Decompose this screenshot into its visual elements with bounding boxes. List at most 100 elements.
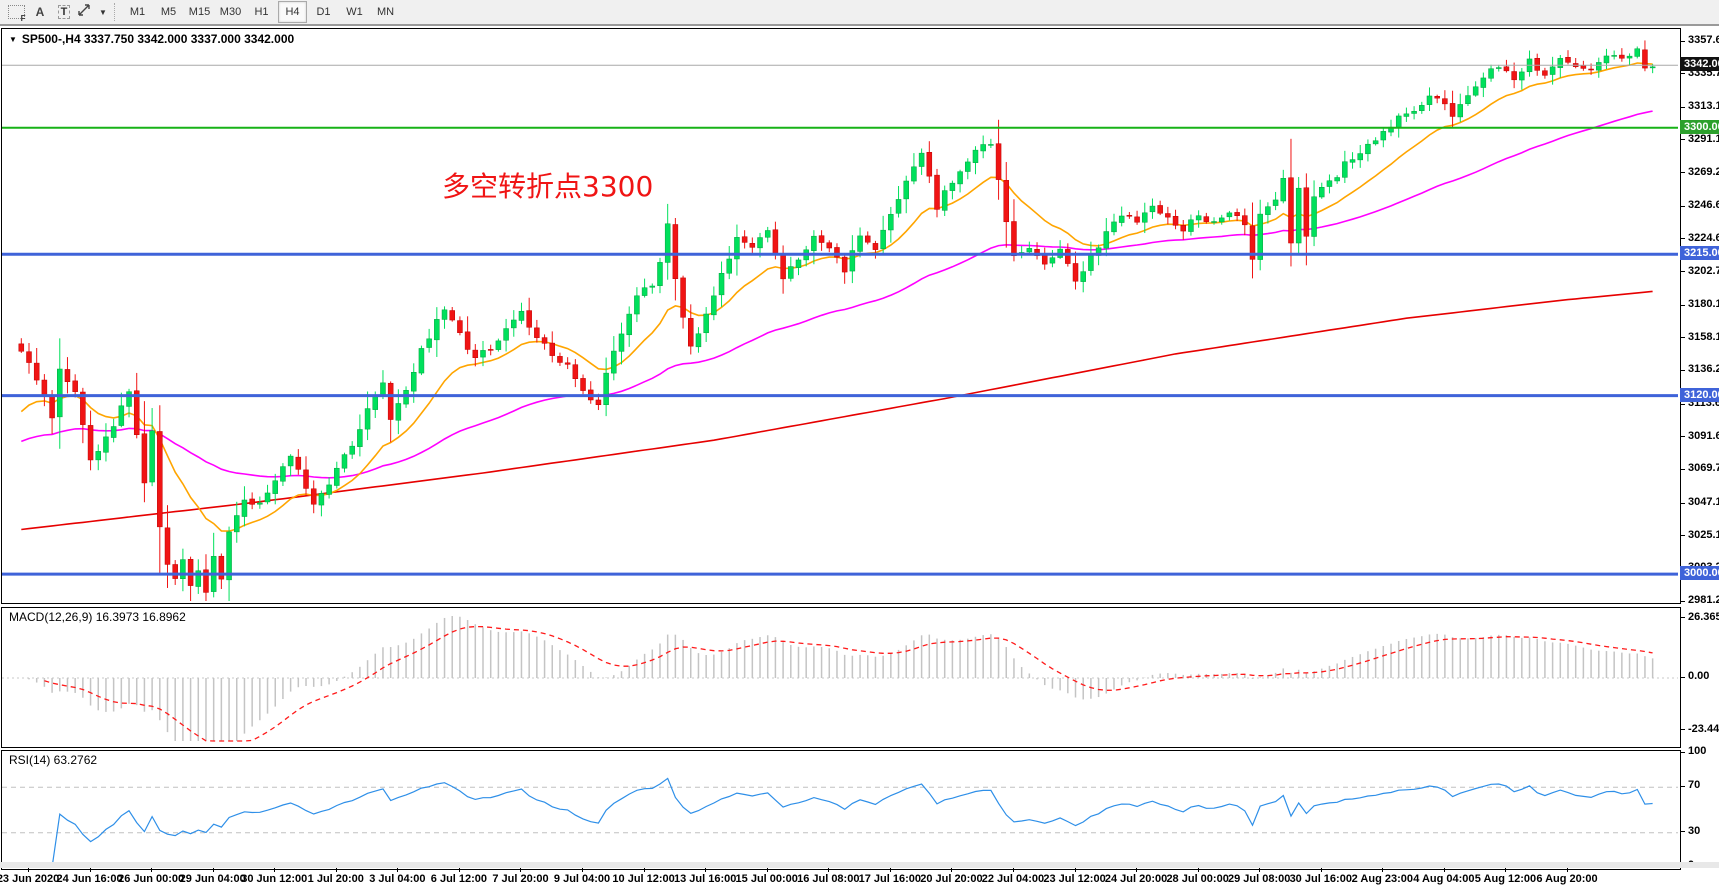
price-axis-tick xyxy=(1680,238,1685,240)
date-axis-tick xyxy=(1505,868,1507,872)
macd-axis-tick xyxy=(1680,617,1685,619)
date-axis-tick xyxy=(828,868,830,872)
price-axis-label: 3269.22 xyxy=(1688,165,1719,178)
text-a-icon[interactable]: A xyxy=(35,5,45,19)
price-axis-label: 3180.11 xyxy=(1688,298,1719,311)
price-chart-canvas[interactable] xyxy=(2,29,1678,601)
price-axis-label: 3291.16 xyxy=(1688,132,1719,145)
date-axis-label: 15 Jul 00:00 xyxy=(735,873,798,885)
date-axis-label: 2 Aug 23:00 xyxy=(1351,873,1413,885)
price-axis-tick xyxy=(1680,535,1685,537)
date-axis-label: 13 Jul 16:00 xyxy=(673,873,737,885)
price-axis-label: 3136.22 xyxy=(1688,363,1719,376)
chart-window: ▼ SP500-,H4 3337.750 3342.000 3337.000 3… xyxy=(0,26,1719,894)
date-axis-tick xyxy=(1012,868,1014,872)
date-axis-label: 28 Jul 00:00 xyxy=(1166,873,1229,885)
timeframe-button-h4[interactable]: H4 xyxy=(278,1,307,23)
timeframe-button-mn[interactable]: MN xyxy=(376,6,395,18)
rsi-axis-label: 100 xyxy=(1688,745,1707,757)
date-axis-tick xyxy=(1074,868,1076,872)
date-axis-label: 9 Jul 04:00 xyxy=(553,873,611,885)
date-axis-label: 23 Jun 2020 xyxy=(0,873,60,885)
date-axis-label: 3 Jul 04:00 xyxy=(369,873,426,885)
price-tag-3342.00: 3342.00 xyxy=(1680,57,1719,72)
date-axis-tick xyxy=(1197,868,1199,872)
date-axis-tick xyxy=(89,868,91,872)
date-axis-label: 10 Jul 12:00 xyxy=(612,873,675,885)
macd-pane[interactable]: MACD(12,26,9) 16.3973 16.8962 xyxy=(1,607,1681,748)
date-axis-label: 6 Aug 20:00 xyxy=(1536,873,1598,885)
timeframe-button-m30[interactable]: M30 xyxy=(219,6,242,18)
price-axis-label: 2981.27 xyxy=(1688,594,1719,606)
date-axis-label: 5 Aug 12:00 xyxy=(1474,873,1537,885)
price-tag-3120.00: 3120.00 xyxy=(1680,387,1719,402)
text-t-icon[interactable]: T xyxy=(52,2,76,22)
date-axis-label: 30 Jun 12:00 xyxy=(241,873,308,885)
timeframe-button-m15[interactable]: M15 xyxy=(188,6,211,18)
price-tag-3000.00: 3000.00 xyxy=(1680,566,1719,581)
price-axis-tick xyxy=(1680,337,1685,339)
date-axis-tick xyxy=(951,868,953,872)
rsi-canvas[interactable] xyxy=(2,751,1678,867)
rsi-pane[interactable]: RSI(14) 63.2762 xyxy=(1,750,1681,870)
date-axis-label: 20 Jul 20:00 xyxy=(920,873,983,885)
timeframe-button-h1[interactable]: H1 xyxy=(254,6,269,18)
price-axis-tick xyxy=(1680,600,1685,602)
price-chart-pane[interactable]: ▼ SP500-,H4 3337.750 3342.000 3337.000 3… xyxy=(1,28,1681,604)
date-axis-tick xyxy=(582,868,584,872)
date-axis-tick xyxy=(397,868,399,872)
date-axis-tick xyxy=(1259,868,1261,872)
price-axis-label: 3069.72 xyxy=(1688,462,1719,475)
macd-axis-label: -23.4467 xyxy=(1688,722,1719,735)
price-axis-label: 3047.11 xyxy=(1688,496,1719,509)
price-axis-tick xyxy=(1680,369,1685,371)
date-axis-label: 30 Jul 16:00 xyxy=(1289,873,1352,885)
timeframe-button-m5[interactable]: M5 xyxy=(160,6,177,18)
dropdown-caret-icon[interactable]: ▼ xyxy=(99,7,107,17)
date-axis-tick xyxy=(1443,868,1445,872)
timeframe-button-w1[interactable]: W1 xyxy=(346,6,363,18)
grid-f-icon[interactable]: F xyxy=(4,2,28,23)
top-toolbar: F A T ▼ M1 M5 M15 M30 H1 H4 D1 W1 MN xyxy=(0,0,1719,26)
timeframe-bar: M1 M5 M15 M30 H1 H4 D1 W1 MN xyxy=(122,1,401,23)
date-axis-tick xyxy=(28,868,29,872)
macd-canvas[interactable] xyxy=(2,608,1678,745)
chart-annotation[interactable]: 多空转折点3300 xyxy=(442,170,654,203)
price-axis-label: 3202.72 xyxy=(1688,264,1719,277)
date-axis-label: 4 Aug 04:00 xyxy=(1413,873,1475,885)
rsi-axis-label: 30 xyxy=(1688,824,1701,837)
date-axis-label: 22 Jul 04:00 xyxy=(981,873,1045,885)
chart-title: ▼ SP500-,H4 3337.750 3342.000 3337.000 3… xyxy=(9,32,294,46)
rsi-axis-tick xyxy=(1680,751,1685,753)
timeframe-button-m1[interactable]: M1 xyxy=(129,6,146,18)
date-axis-label: 17 Jul 16:00 xyxy=(858,873,922,885)
price-axis-tick xyxy=(1680,304,1685,306)
date-axis-tick xyxy=(151,868,153,872)
price-tag-3300.00: 3300.00 xyxy=(1680,119,1719,134)
price-axis-tick xyxy=(1680,403,1685,405)
crosshair-move-icon[interactable] xyxy=(76,2,100,22)
date-axis-label: 24 Jul 20:00 xyxy=(1104,873,1168,885)
price-axis-label: 3025.16 xyxy=(1688,528,1719,541)
price-axis-label: 3313.11 xyxy=(1688,100,1719,113)
date-axis-label: 7 Jul 20:00 xyxy=(492,873,549,885)
macd-axis-tick xyxy=(1680,676,1685,678)
date-axis-tick xyxy=(1567,868,1568,872)
timeframe-button-d1[interactable]: D1 xyxy=(316,6,331,18)
price-axis-tick xyxy=(1680,106,1685,108)
collapse-icon[interactable]: ▼ xyxy=(9,34,17,44)
price-axis-tick xyxy=(1680,436,1685,438)
date-axis-label: 1 Jul 20:00 xyxy=(307,873,364,885)
macd-axis-label: 26.3655 xyxy=(1688,610,1719,623)
date-axis-label: 26 Jun 00:00 xyxy=(118,873,185,885)
rsi-axis-tick xyxy=(1680,785,1685,787)
rsi-axis-tick xyxy=(1680,831,1685,833)
date-axis-label: 16 Jul 08:00 xyxy=(797,873,860,885)
date-axis-label: 29 Jul 08:00 xyxy=(1228,873,1291,885)
macd-label: MACD(12,26,9) 16.3973 16.8962 xyxy=(9,610,186,624)
price-axis-tick xyxy=(1680,468,1685,470)
macd-axis-label: 0.00 xyxy=(1688,670,1710,682)
date-axis-tick xyxy=(643,868,645,872)
date-axis-label: 29 Jun 04:00 xyxy=(179,873,246,885)
price-axis-label: 3158.16 xyxy=(1688,330,1719,343)
